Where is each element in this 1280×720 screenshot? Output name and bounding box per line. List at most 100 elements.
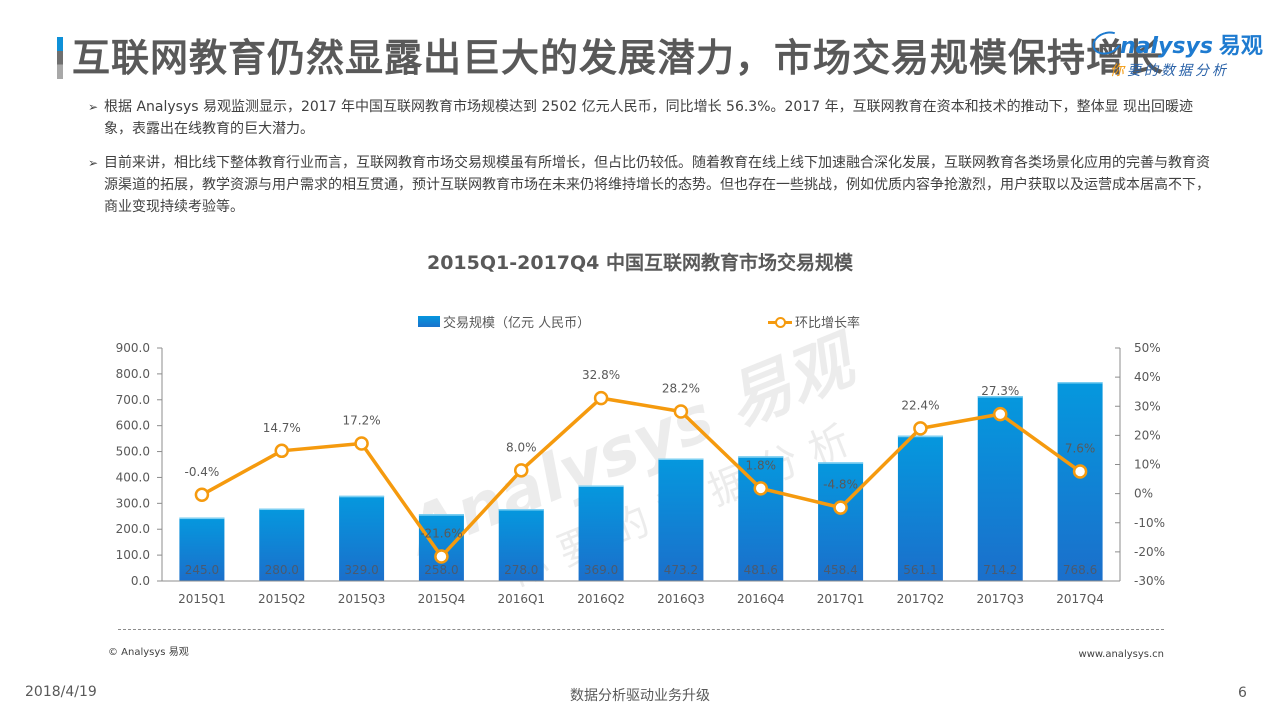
logo-tagline-first: 你 — [1110, 63, 1127, 79]
line-value-label: 1.8% — [746, 458, 777, 472]
left-axis-tick: 400.0 — [116, 470, 150, 484]
bar — [259, 508, 305, 581]
analysys-logo: nalysys 易观 你要的数据分析 — [1089, 26, 1263, 86]
page-number: 6 — [1238, 685, 1247, 701]
legend-bar-label: 交易规模（亿元 人民币） — [443, 316, 591, 331]
line-value-label: 7.6% — [1065, 441, 1096, 455]
line-value-label: -21.6% — [420, 527, 462, 541]
right-axis-tick: 0% — [1134, 487, 1153, 501]
x-axis-tick: 2017Q2 — [897, 592, 945, 606]
right-axis-tick: 10% — [1134, 458, 1161, 472]
x-axis-tick: 2015Q3 — [338, 592, 386, 606]
source-divider — [118, 629, 1164, 630]
line-series: -0.4% 14.7% 17.2% -21.6% 8.0% 32.8% 28.2% 1.8% -… — [185, 368, 1096, 564]
bar-value-label: 245.0 — [185, 563, 219, 577]
footer-date: 2018/4/19 — [25, 684, 97, 700]
left-axis-tick: 300.0 — [116, 496, 150, 510]
bullet-text: 目前来讲，相比线下整体教育行业而言，互联网教育市场交易规模虽有所增长，但占比仍较… — [104, 155, 1210, 215]
x-axis-tick: 2016Q1 — [497, 592, 545, 606]
bar — [578, 485, 624, 581]
line-value-label: 14.7% — [263, 421, 301, 435]
bar — [658, 458, 704, 581]
line-value-label: -0.4% — [185, 465, 220, 479]
line-point-marker — [514, 463, 529, 478]
bar-value-label: 714.2 — [983, 563, 1017, 577]
line-value-label: 17.2% — [343, 414, 381, 428]
x-axis-tick: 2017Q4 — [1056, 592, 1104, 606]
bar-value-label: 458.4 — [823, 563, 857, 577]
line-point-marker — [833, 500, 848, 515]
right-axis-tick: -30% — [1134, 574, 1165, 588]
bar-value-label: 768.6 — [1063, 563, 1097, 577]
x-axis-tick: 2015Q4 — [418, 592, 466, 606]
arrow-right-icon: ➢ — [88, 156, 99, 170]
logo-brand: nalysys — [1120, 34, 1213, 59]
logo-brand-cn: 易观 — [1218, 34, 1263, 59]
x-axis-tick: 2016Q3 — [657, 592, 705, 606]
left-axis-tick: 600.0 — [116, 419, 150, 433]
logo-tagline: 要的数据分析 — [1127, 63, 1229, 79]
bar — [179, 517, 225, 581]
chart-title: 2015Q1-2017Q4 中国互联网教育市场交易规模 — [426, 252, 853, 274]
line-point-marker — [354, 436, 369, 451]
left-axis-tick: 200.0 — [116, 522, 150, 536]
watermark: Analysys 易观 你要的数据分析 — [395, 322, 871, 596]
right-axis-tick: -20% — [1134, 545, 1165, 559]
x-axis-tick: 2017Q3 — [976, 592, 1024, 606]
legend-item-line: 环比增长率 — [768, 312, 860, 331]
bar — [339, 495, 385, 581]
line-point-marker — [673, 404, 689, 419]
line-point-marker — [1072, 464, 1088, 479]
line-point-marker — [913, 421, 928, 436]
bar-value-label: 278.0 — [504, 563, 538, 577]
line-point-marker — [274, 443, 289, 459]
right-axis-tick: 40% — [1134, 370, 1161, 384]
bar — [1057, 382, 1103, 581]
bar-value-label: 369.0 — [584, 563, 618, 577]
left-axis-tick: 700.0 — [116, 393, 150, 407]
bar-value-label: 473.2 — [664, 563, 698, 577]
line-point-marker — [434, 549, 449, 564]
line-value-label: 8.0% — [506, 440, 537, 454]
right-axis-tick: 20% — [1134, 428, 1161, 442]
legend-line-marker-icon — [768, 316, 792, 328]
right-axis-tick: 50% — [1134, 341, 1161, 355]
footer-slogan: 数据分析驱动业务升级 — [570, 688, 710, 704]
bullet-text: 根据 Analysys 易观监测显示，2017 年中国互联网教育市场规模达到 2… — [104, 99, 1194, 137]
bar-value-label: 561.1 — [903, 563, 937, 577]
right-axis-tick: 30% — [1134, 399, 1161, 413]
title-accent-bar — [57, 37, 63, 79]
bar-series: 245.0 280.0 329.0 258.0 278.0 369.0 473.2 481.6… — [179, 382, 1103, 581]
line-value-label: 28.2% — [662, 381, 700, 395]
bullet-item: ➢ 根据 Analysys 易观监测显示，2017 年中国互联网教育市场规模达到… — [88, 96, 1213, 140]
line-point-marker — [593, 390, 609, 406]
bullet-item: ➢ 目前来讲，相比线下整体教育行业而言，互联网教育市场交易规模虽有所增长，但占比… — [88, 152, 1213, 218]
line-point-marker — [993, 406, 1008, 422]
x-axis-tick: 2017Q1 — [817, 592, 865, 606]
page-title: 互联网教育仍然显露出巨大的发展潜力，市场交易规模保持增长 — [72, 36, 1165, 80]
line-value-label: 27.3% — [981, 384, 1019, 398]
arrow-right-icon: ➢ — [88, 100, 99, 114]
line-point-marker — [753, 481, 768, 496]
legend-line-label: 环比增长率 — [795, 316, 861, 331]
bar — [818, 462, 864, 581]
bar — [418, 514, 464, 581]
line-value-label: 22.4% — [901, 398, 939, 412]
legend-item-bar: 交易规模（亿元 人民币） — [418, 312, 590, 331]
line-point-marker — [194, 487, 210, 503]
bar-value-label: 258.0 — [424, 563, 458, 577]
bar — [738, 456, 784, 581]
right-axis-tick: -10% — [1134, 516, 1165, 530]
x-axis-tick: 2016Q2 — [577, 592, 625, 606]
left-axis-tick: 100.0 — [116, 548, 150, 562]
website-link[interactable]: www.analysys.cn — [1078, 649, 1164, 660]
legend-bar-swatch-icon — [418, 316, 440, 327]
left-axis-tick: 800.0 — [116, 367, 150, 381]
x-axis-tick: 2015Q2 — [258, 592, 306, 606]
left-axis-tick: 500.0 — [116, 445, 150, 459]
bar-value-label: 481.6 — [744, 563, 778, 577]
line-value-label: -4.8% — [823, 478, 858, 492]
bar — [897, 435, 943, 581]
bar — [498, 509, 544, 581]
